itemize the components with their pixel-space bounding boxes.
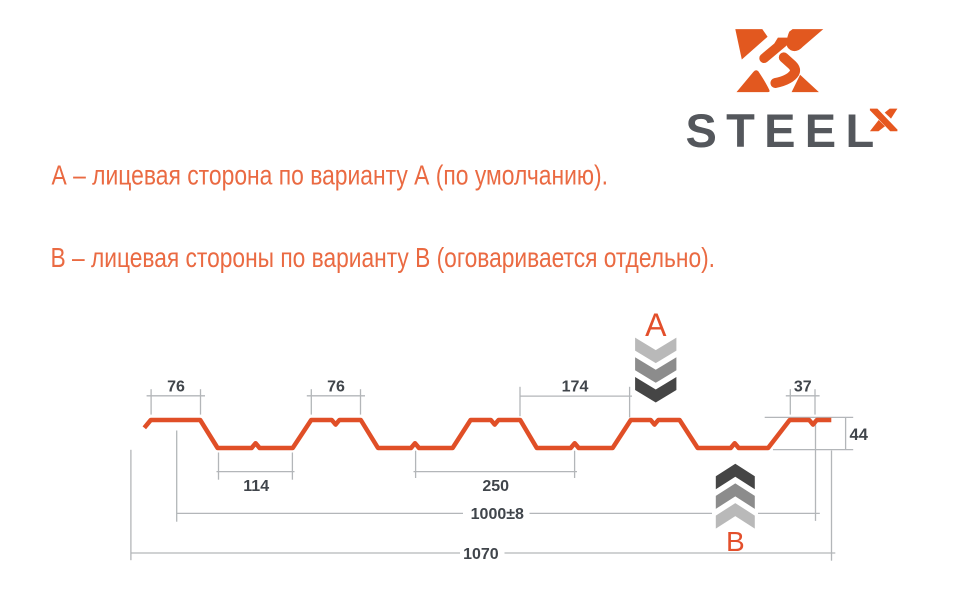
svg-text:174: 174 [562, 378, 589, 395]
svg-text:1000±8: 1000±8 [471, 506, 524, 523]
svg-text:44: 44 [850, 426, 869, 444]
svg-text:76: 76 [167, 378, 185, 395]
svg-text:B: B [726, 526, 745, 557]
svg-text:114: 114 [243, 478, 269, 495]
svg-text:1070: 1070 [463, 546, 499, 563]
svg-text:А – лицевая сторона по вариант: А – лицевая сторона по варианту А (по ум… [52, 160, 609, 191]
svg-text:A: A [645, 307, 667, 343]
svg-text:76: 76 [327, 378, 345, 395]
svg-text:В – лицевая стороны по вариант: В – лицевая стороны по варианту В (огова… [51, 242, 716, 273]
svg-text:37: 37 [794, 378, 812, 395]
svg-text:250: 250 [482, 478, 509, 495]
svg-text:STEEL: STEEL [686, 104, 884, 157]
